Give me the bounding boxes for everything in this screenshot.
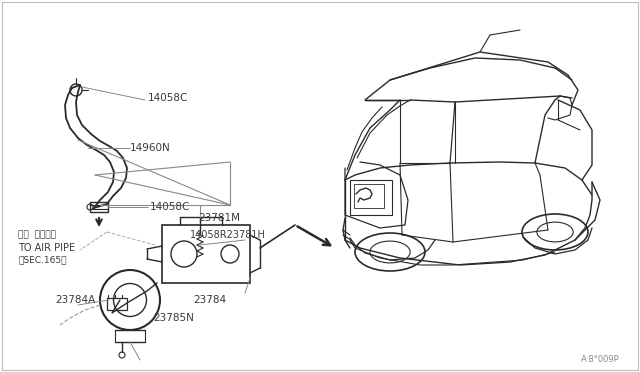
Text: 14058C: 14058C <box>148 93 188 103</box>
Text: 14960N: 14960N <box>130 143 171 153</box>
Bar <box>162 225 250 283</box>
Text: 23785N: 23785N <box>153 313 194 323</box>
Text: 14058R23781H: 14058R23781H <box>190 230 266 240</box>
Bar <box>350 180 392 215</box>
Bar <box>354 184 384 208</box>
Text: A·8°009P: A·8°009P <box>581 356 620 365</box>
Text: （SEC.165）: （SEC.165） <box>18 256 67 264</box>
Text: 14058C: 14058C <box>150 202 190 212</box>
Bar <box>90 202 108 212</box>
Text: TO AIR PIPE: TO AIR PIPE <box>18 243 75 253</box>
Text: エア  パイプへ: エア パイプへ <box>18 231 56 240</box>
Text: 23781M: 23781M <box>198 213 240 223</box>
Text: 23784A: 23784A <box>55 295 95 305</box>
Bar <box>107 298 127 310</box>
Text: 23784: 23784 <box>193 295 226 305</box>
